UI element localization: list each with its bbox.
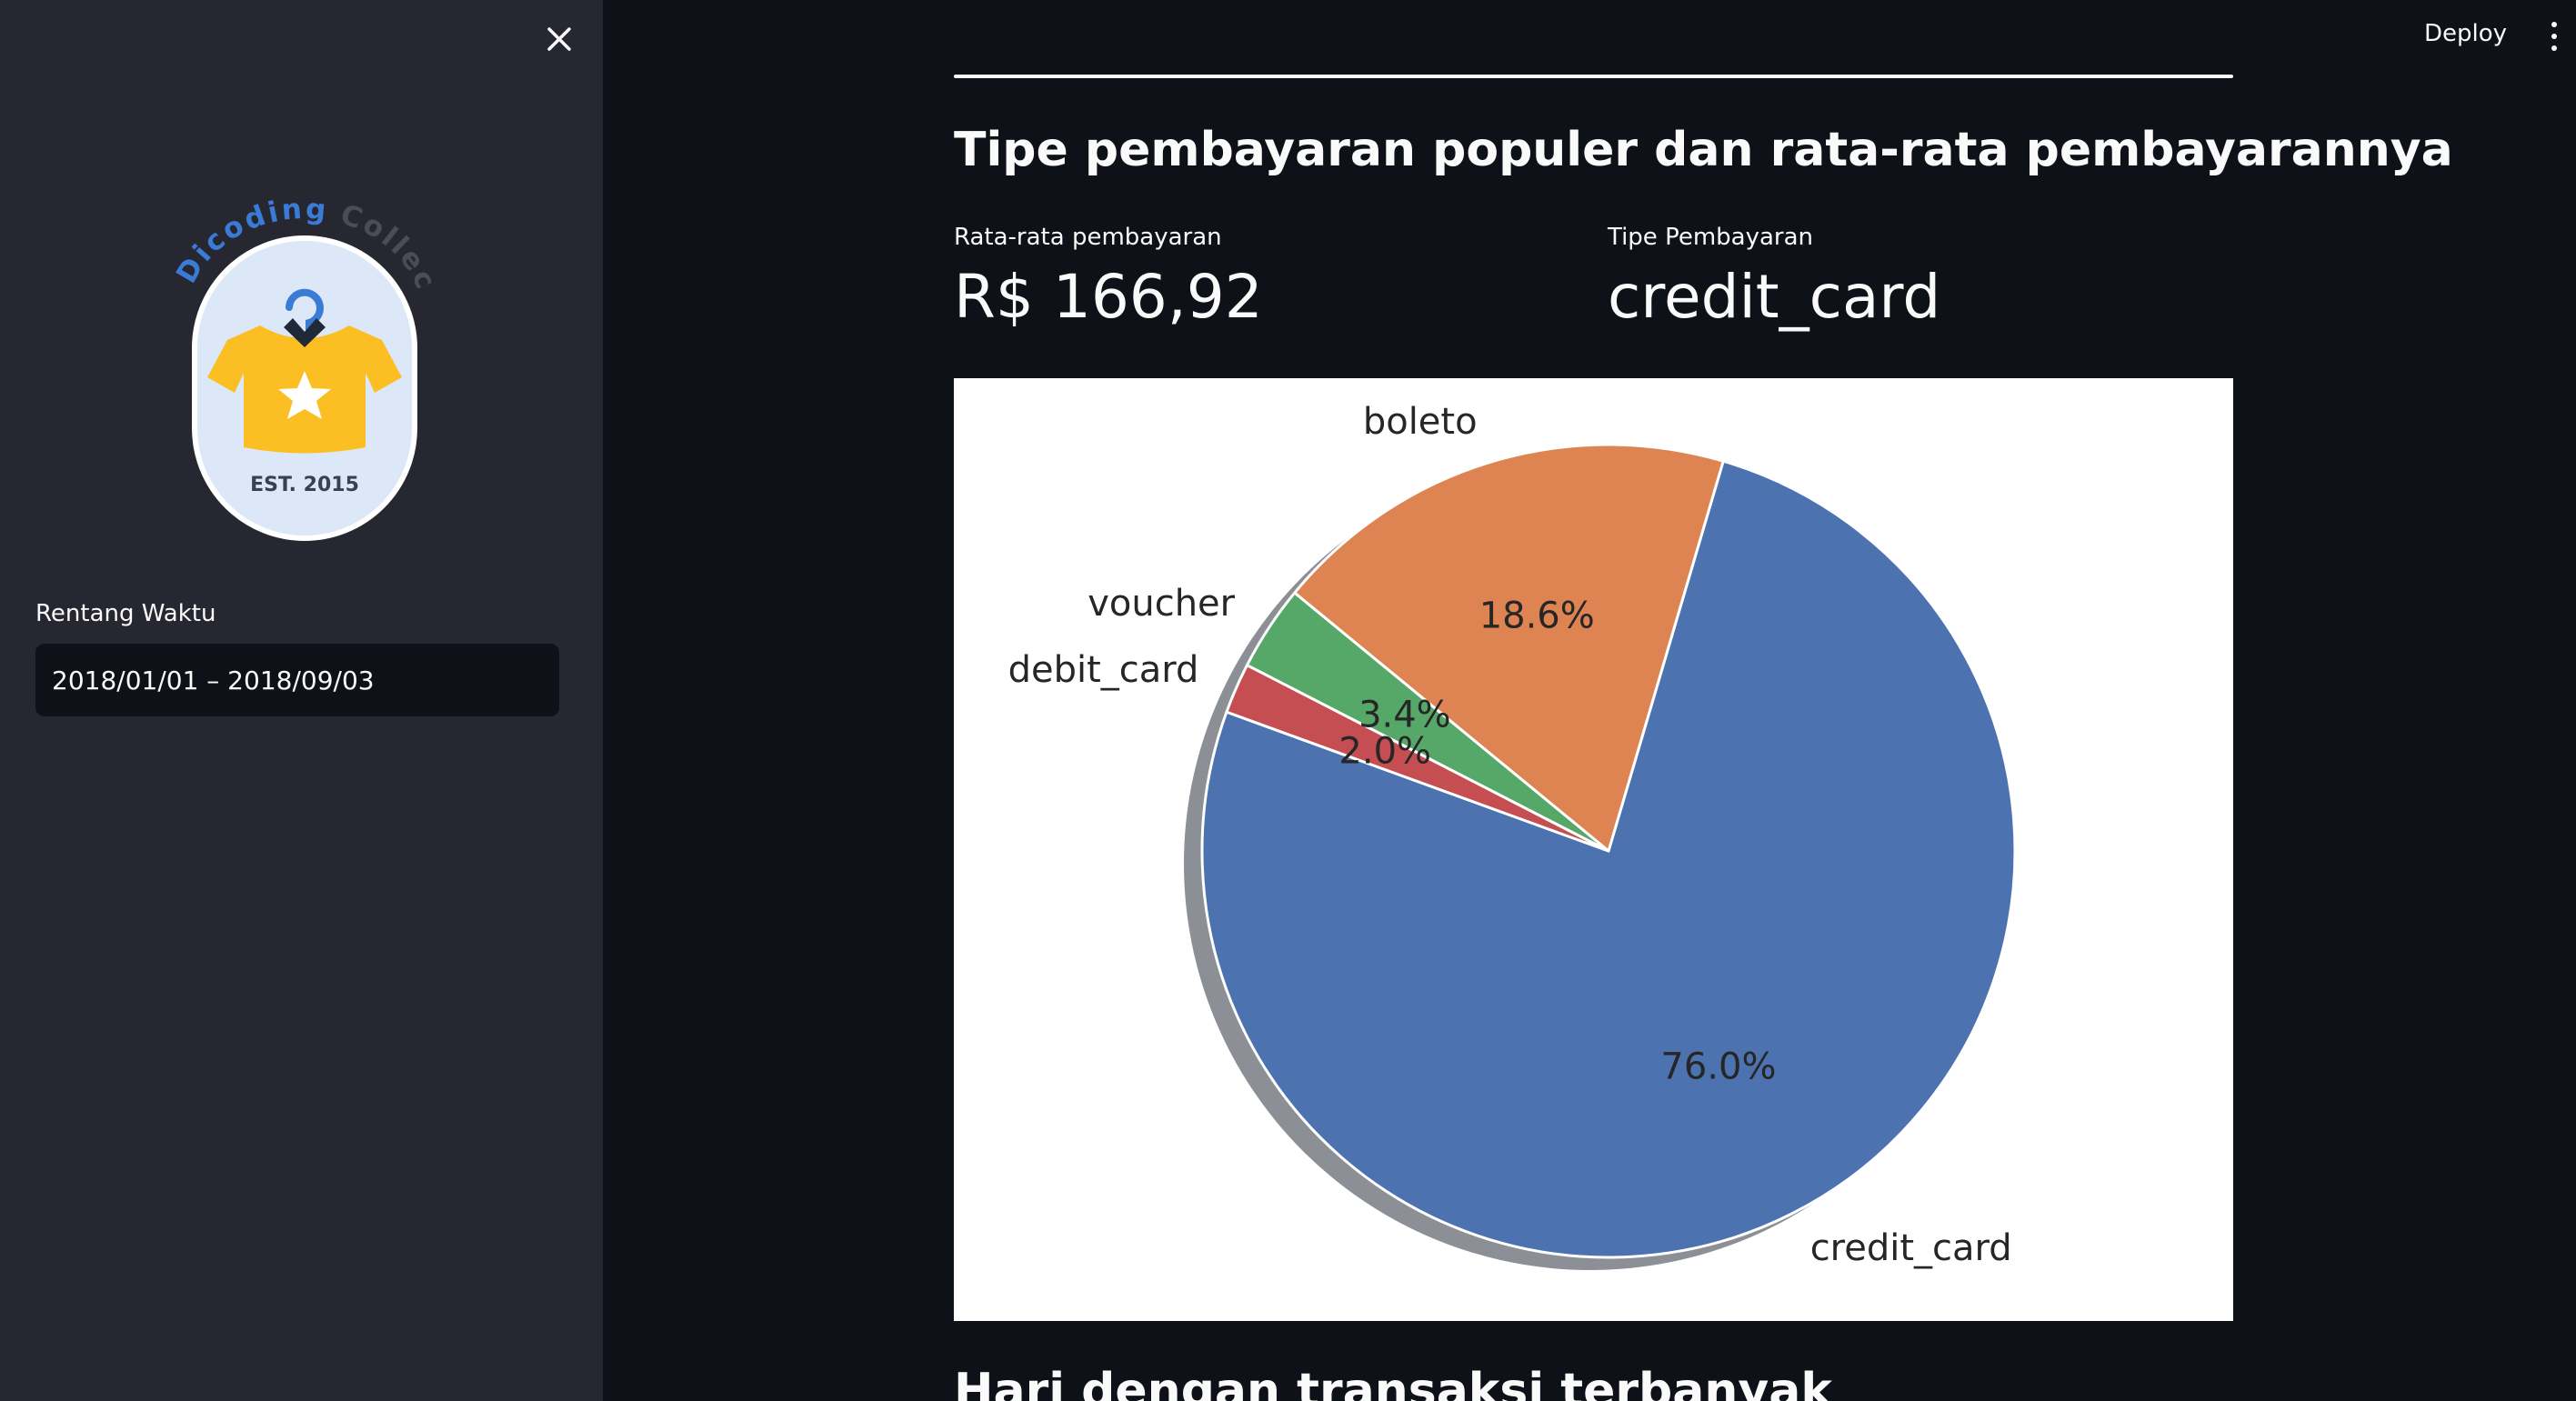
pie-pct-label-boleto: 18.6% <box>1479 595 1595 637</box>
pie-category-label-credit-card: credit_card <box>1810 1227 2012 1269</box>
main-menu-icon[interactable] <box>2545 18 2563 55</box>
next-section-title: Hari dengan transaksi terbanyak <box>954 1364 1832 1401</box>
pie-pct-label-debit-card: 2.0% <box>1338 731 1431 773</box>
pie-slice-debit-card <box>1225 664 1610 853</box>
deploy-button[interactable]: Deploy <box>2423 20 2507 47</box>
metric-average-label: Rata-rata pembayaran <box>954 224 1222 251</box>
date-range-label: Rentang Waktu <box>35 600 216 627</box>
pie-pct-label-voucher: 3.4% <box>1358 695 1451 736</box>
pie-slice-boleto <box>1293 443 1725 853</box>
metric-payment-type-label: Tipe Pembayaran <box>1608 224 1814 251</box>
pie-category-label-boleto: boleto <box>1363 401 1478 443</box>
date-range-input[interactable]: 2018/01/01 – 2018/09/03 <box>35 644 559 716</box>
divider <box>954 75 2233 78</box>
pie-chart-svg: 76.0% credit_card 18.6% boleto 3.4% voucher 2.… <box>1008 401 2017 1270</box>
metric-average-value: R$ 166,92 <box>954 262 1263 332</box>
pie-category-label-voucher: voucher <box>1088 583 1235 625</box>
pie-slice-credit-card <box>1200 459 2017 1259</box>
metric-payment-type-value: credit_card <box>1608 262 1941 332</box>
sidebar: DicodingCollection EST. 2015 Rentang Wak… <box>0 0 603 1401</box>
dicoding-collection-logo: DicodingCollection EST. 2015 <box>173 191 436 541</box>
close-sidebar-icon[interactable] <box>540 20 578 58</box>
pie-category-label-debit-card: debit_card <box>1008 649 1199 691</box>
payment-type-pie-chart: 76.0% credit_card 18.6% boleto 3.4% voucher 2.… <box>954 378 2233 1321</box>
pie-pct-label-credit-card: 76.0% <box>1660 1046 1776 1087</box>
section-title: Tipe pembayaran populer dan rata-rata pe… <box>954 123 2453 177</box>
logo-est-text: EST. 2015 <box>250 474 359 496</box>
